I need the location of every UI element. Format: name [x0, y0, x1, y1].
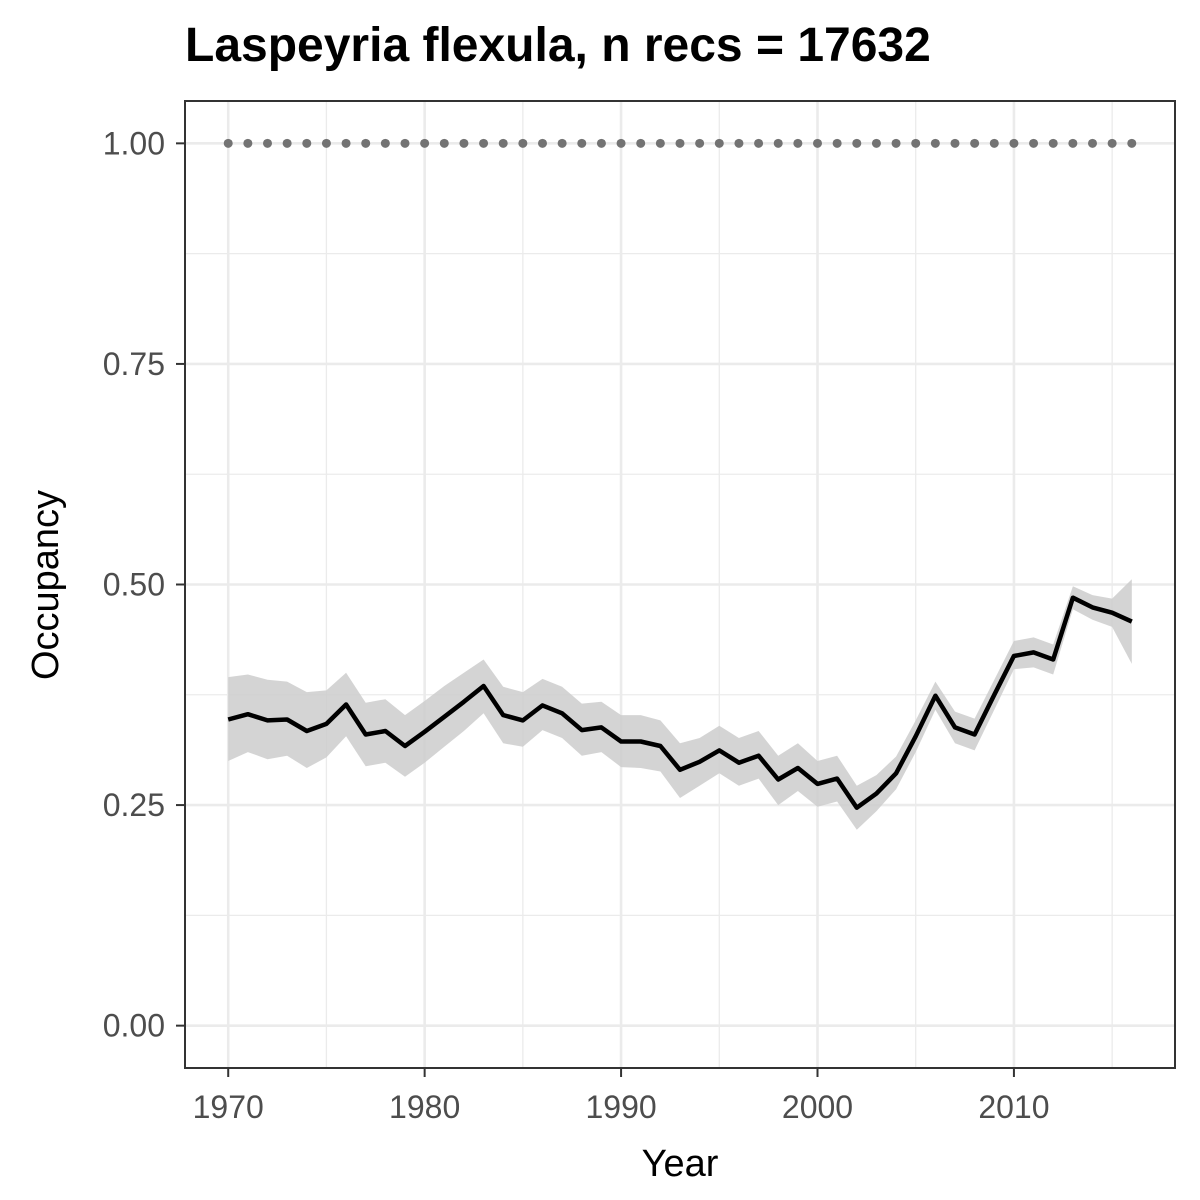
data-point [538, 138, 547, 148]
data-point [989, 138, 999, 148]
data-point [1009, 138, 1019, 148]
data-point [832, 138, 842, 148]
y-tick-label: 1.00 [103, 125, 165, 161]
y-tick-label: 0.25 [103, 787, 165, 823]
data-point [498, 138, 508, 148]
data-point [695, 138, 705, 148]
data-point [361, 138, 371, 148]
data-point [616, 138, 626, 148]
data-point [400, 138, 410, 148]
data-point [341, 138, 351, 148]
data-point [793, 138, 803, 148]
data-point [754, 138, 764, 148]
data-point [950, 138, 960, 148]
data-point [1048, 138, 1058, 148]
data-point [970, 138, 980, 148]
data-point [714, 138, 724, 148]
data-point [459, 138, 469, 148]
data-point [655, 138, 665, 148]
y-axis-title: Occupancy [25, 490, 67, 680]
x-tick-label: 1980 [389, 1089, 460, 1125]
data-point [675, 138, 685, 148]
data-point [518, 138, 528, 148]
chart-title: Laspeyria flexula, n recs = 17632 [185, 19, 931, 72]
y-tick-label: 0.50 [103, 567, 165, 603]
data-point [734, 138, 744, 148]
occupancy-line [227, 595, 1133, 810]
data-point [596, 138, 606, 148]
occupancy-line-layer [227, 595, 1133, 810]
data-point [813, 138, 822, 148]
data-point [1029, 138, 1039, 148]
x-tick-label: 2010 [978, 1089, 1049, 1125]
data-point [1127, 138, 1137, 148]
data-point [1088, 138, 1097, 148]
x-tick-label: 1990 [585, 1089, 656, 1125]
data-point [773, 138, 783, 148]
axis-ticks: 1970 1980 1990 2000 2010 0.00 0.25 0.50 0.75 1.00 [103, 125, 1050, 1125]
data-point [871, 138, 881, 148]
data-point [1107, 138, 1117, 148]
data-point [439, 138, 449, 148]
data-point [1068, 138, 1078, 148]
data-point [282, 138, 292, 148]
data-point [577, 138, 587, 148]
data-point [420, 138, 430, 148]
data-point [891, 138, 901, 148]
data-point [636, 138, 646, 148]
data-point [380, 138, 390, 148]
x-tick-label: 2000 [782, 1089, 853, 1125]
x-tick-label: 1970 [193, 1089, 264, 1125]
x-axis-title: Year [642, 1143, 719, 1185]
data-point [321, 138, 331, 148]
data-point [223, 138, 233, 148]
data-point [479, 138, 489, 148]
data-point [263, 138, 272, 148]
data-point [557, 138, 567, 148]
data-point [930, 138, 940, 148]
y-tick-label: 0.75 [103, 346, 165, 382]
points-layer [223, 138, 1137, 148]
data-point [243, 138, 253, 148]
data-point [302, 138, 312, 148]
confidence-band [228, 579, 1132, 830]
y-tick-label: 0.00 [103, 1008, 165, 1044]
confidence-band-layer [228, 579, 1132, 830]
data-point [911, 138, 921, 148]
data-point [852, 138, 862, 148]
